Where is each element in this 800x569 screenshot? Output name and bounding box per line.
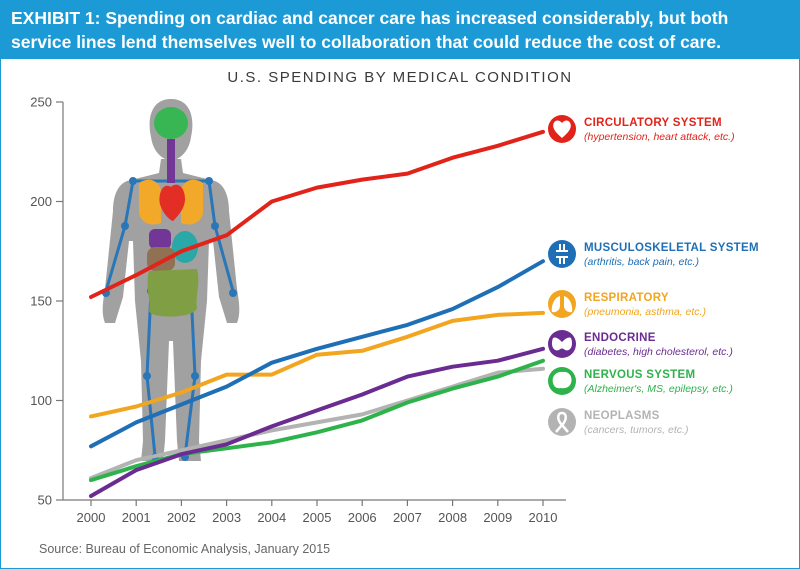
- y-tick-label: 200: [30, 194, 52, 209]
- x-tick-label: 2000: [77, 510, 106, 525]
- chart-legend: CIRCULATORY SYSTEM (hypertension, heart a…: [548, 115, 759, 436]
- y-axis-ticks: 50 100 150 200 250: [30, 95, 63, 508]
- x-axis-ticks: 2000 2001 2002 2003 2004 2005 2006 2007 2008 2009…: [77, 500, 558, 525]
- brain-icon: [548, 367, 576, 395]
- x-tick-label: 2007: [393, 510, 422, 525]
- series-lines: [89, 129, 545, 498]
- exhibit-header: EXHIBIT 1: Spending on cardiac and cance…: [1, 1, 799, 59]
- x-tick-label: 2003: [212, 510, 241, 525]
- x-tick-label: 2005: [303, 510, 332, 525]
- legend-series-description: (cancers, tumors, etc.): [584, 424, 688, 436]
- lungs-icon: [548, 290, 576, 318]
- series-line-endocrine: [89, 346, 545, 498]
- x-tick-label: 2002: [167, 510, 196, 525]
- source-note: Source: Bureau of Economic Analysis, Jan…: [39, 542, 331, 556]
- legend-series-name: NERVOUS SYSTEM: [584, 369, 695, 381]
- x-tick-label: 2004: [257, 510, 286, 525]
- legend-item: ENDOCRINE (diabetes, high cholesterol, et…: [548, 330, 733, 358]
- x-tick-label: 2010: [529, 510, 558, 525]
- legend-series-description: (hypertension, heart attack, etc.): [584, 131, 735, 143]
- x-tick-label: 2006: [348, 510, 377, 525]
- legend-item: MUSCULOSKELETAL SYSTEM (arthritis, back p…: [548, 240, 759, 268]
- legend-series-description: (Alzheimer's, MS, epilepsy, etc.): [584, 383, 733, 395]
- series-line-circulatory-system: [89, 129, 545, 299]
- series-line-respiratory: [89, 310, 545, 419]
- x-tick-label: 2009: [483, 510, 512, 525]
- legend-series-description: (diabetes, high cholesterol, etc.): [584, 346, 733, 358]
- header-line-1: EXHIBIT 1: Spending on cardiac and cance…: [11, 8, 729, 28]
- legend-item: RESPIRATORY (pneumonia, asthma, etc.): [548, 290, 706, 318]
- series-line-musculoskeletal-system: [89, 259, 545, 449]
- y-tick-label: 150: [30, 294, 52, 309]
- legend-series-name: NEOPLASMS: [584, 410, 660, 422]
- series-line-neoplasms: [89, 366, 545, 481]
- legend-item: CIRCULATORY SYSTEM (hypertension, heart a…: [548, 115, 735, 143]
- legend-series-description: (arthritis, back pain, etc.): [584, 256, 699, 268]
- legend-series-name: RESPIRATORY: [584, 292, 669, 304]
- header-line-2: service lines lend themselves well to co…: [11, 32, 721, 52]
- y-tick-label: 100: [30, 393, 52, 408]
- thyroid-icon: [548, 330, 576, 358]
- heart-icon: [548, 115, 576, 143]
- legend-item: NERVOUS SYSTEM (Alzheimer's, MS, epilepsy…: [548, 367, 733, 395]
- y-tick-label: 250: [30, 95, 52, 110]
- y-tick-label: 50: [38, 493, 52, 508]
- human-body-illustration: [102, 99, 240, 461]
- legend-series-description: (pneumonia, asthma, etc.): [584, 306, 706, 318]
- chart-title: U.S. SPENDING BY MEDICAL CONDITION: [227, 69, 573, 86]
- x-tick-label: 2008: [438, 510, 467, 525]
- knee-joint-icon: [548, 240, 576, 268]
- legend-item: NEOPLASMS (cancers, tumors, etc.): [548, 408, 688, 436]
- legend-series-name: CIRCULATORY SYSTEM: [584, 117, 722, 129]
- x-tick-label: 2001: [122, 510, 151, 525]
- legend-series-name: ENDOCRINE: [584, 332, 656, 344]
- legend-series-name: MUSCULOSKELETAL SYSTEM: [584, 242, 759, 254]
- cancer-ribbon-icon: [548, 408, 576, 436]
